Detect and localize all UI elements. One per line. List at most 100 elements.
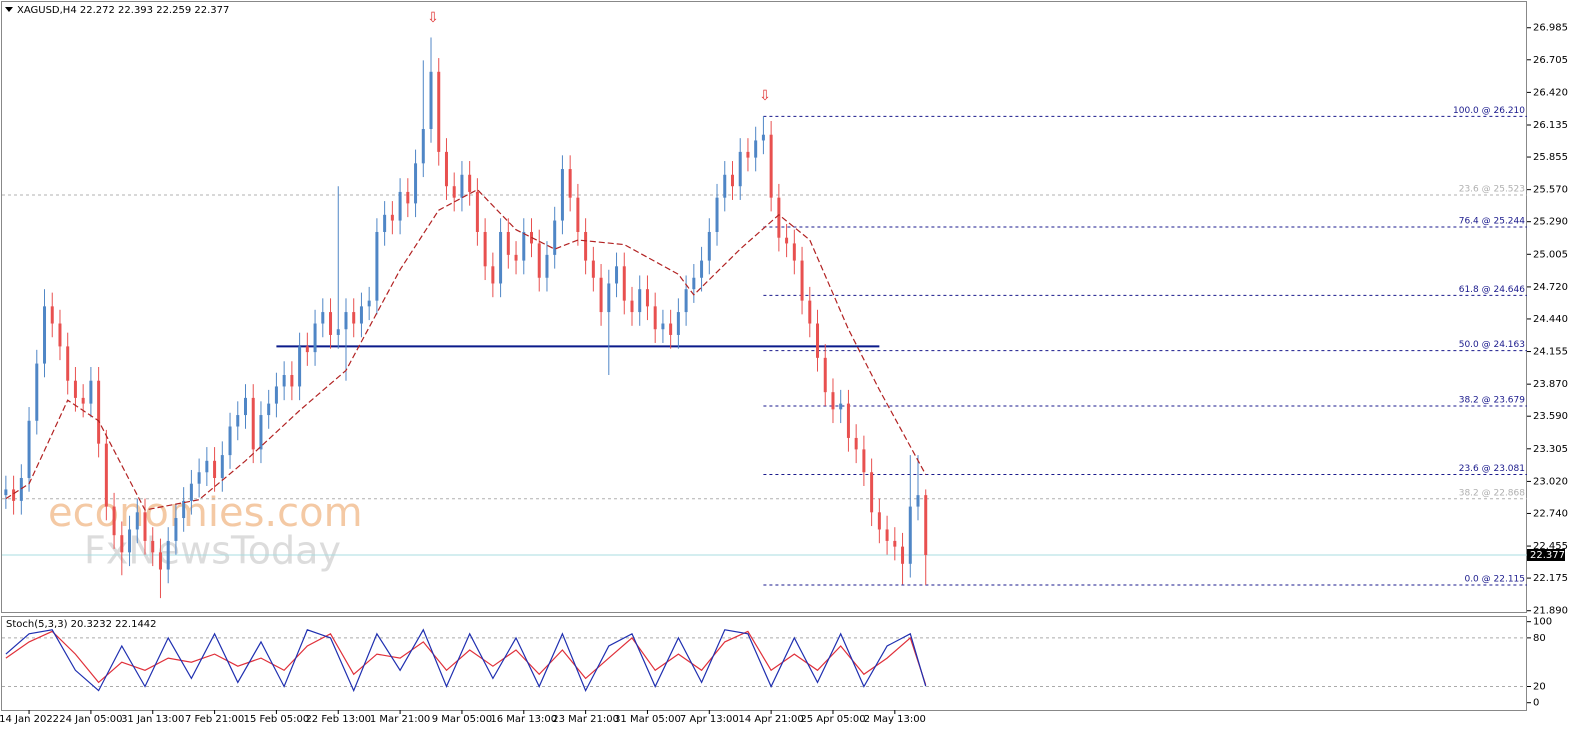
candle-body (514, 254, 518, 261)
candle-body (390, 214, 394, 221)
candle-body (584, 231, 588, 261)
y-tick-label: 25.855 (1533, 152, 1568, 163)
candle-body (81, 397, 85, 404)
candle-body (359, 306, 363, 324)
y-tick-label: 23.590 (1533, 411, 1568, 422)
candle-body (537, 243, 541, 278)
fib-label: 23.6 @ 25.523 (1459, 185, 1525, 195)
candle-body (112, 506, 116, 536)
candle-body (924, 495, 928, 555)
candle-body (839, 403, 843, 410)
x-tick-label: 15 Feb 05:00 (244, 714, 310, 725)
y-tick-label: 24.720 (1533, 282, 1568, 293)
candle-body (877, 512, 881, 530)
candle-body (251, 397, 255, 450)
candle-body (730, 174, 734, 187)
candle-body (568, 169, 572, 198)
candle-body (158, 552, 162, 570)
candle-body (4, 489, 8, 496)
candle-body (135, 512, 139, 530)
candle-body (174, 518, 178, 541)
candle-body (89, 380, 93, 404)
x-tick-label: 7 Feb 21:00 (185, 714, 244, 725)
moving-average (5, 188, 927, 511)
candle-body (475, 191, 479, 232)
x-tick-label: 7 Apr 13:00 (680, 714, 739, 725)
candle-body (220, 455, 224, 478)
candle-body (73, 380, 77, 398)
candle-body (684, 289, 688, 313)
y-tick-label: 25.290 (1533, 217, 1568, 228)
candle-body (336, 329, 340, 335)
candle-body (483, 231, 487, 267)
candle-body (661, 323, 665, 330)
candle-body (700, 260, 704, 278)
x-tick-label: 1 Mar 21:00 (370, 714, 430, 725)
candle-body (50, 306, 54, 324)
y-tick-label: 22.740 (1533, 508, 1568, 519)
candle-body (429, 71, 433, 130)
y-tick-label: 26.985 (1533, 23, 1568, 34)
x-tick-label: 24 Jan 05:00 (59, 714, 122, 725)
candle-body (607, 283, 611, 313)
candle-body (862, 449, 866, 473)
candle-body (576, 197, 580, 232)
fib-label: 61.8 @ 24.646 (1459, 285, 1526, 295)
y-tick-label: 24.155 (1533, 347, 1568, 358)
candle-body (236, 415, 240, 427)
main-frame (1, 1, 1527, 613)
candle-body (383, 214, 387, 232)
candle-body (591, 260, 595, 278)
candle-body (823, 357, 827, 393)
candle-body (197, 472, 201, 484)
stoch-tick-label: 80 (1533, 633, 1546, 644)
candle-body (27, 420, 31, 478)
y-tick-label: 21.890 (1533, 606, 1568, 617)
candle-body (491, 266, 495, 284)
candle-body (213, 460, 217, 478)
candle-body (885, 529, 889, 541)
fib-label: 50.0 @ 24.163 (1459, 340, 1525, 350)
candle-body (622, 266, 626, 301)
candle-body (151, 540, 155, 553)
candle-body (653, 306, 657, 330)
candle-body (298, 346, 302, 387)
fib-label: 38.2 @ 22.868 (1459, 488, 1526, 498)
candle-body (870, 472, 874, 513)
candle-body (290, 375, 294, 387)
y-tick-label: 22.175 (1533, 573, 1568, 584)
peak-arrow: ⇩ (759, 88, 771, 104)
candle-body (615, 266, 619, 284)
candle-body (104, 443, 108, 507)
x-tick-label: 14 Apr 21:00 (739, 714, 804, 725)
candle-body (754, 140, 758, 158)
candle-body (35, 363, 39, 421)
candle-body (58, 323, 62, 347)
y-tick-label: 23.870 (1533, 379, 1568, 390)
candle-body (499, 231, 503, 284)
candle-body (901, 546, 905, 564)
candle-body (545, 254, 549, 278)
x-tick-label: 31 Jan 13:00 (121, 714, 184, 725)
candle-body (761, 134, 765, 141)
candle-body (893, 540, 897, 547)
candle-body (182, 500, 186, 519)
y-tick-label: 26.135 (1533, 120, 1568, 131)
fib-label: 76.4 @ 25.244 (1459, 216, 1526, 226)
candle-body (437, 71, 441, 152)
candle-body (414, 163, 418, 204)
stoch-main (5, 628, 927, 693)
menu-icon[interactable] (5, 7, 13, 12)
x-tick-label: 23 Mar 21:00 (552, 714, 619, 725)
candle-body (274, 386, 278, 404)
candle-body (143, 512, 147, 541)
candle-body (831, 392, 835, 410)
candle-body (460, 174, 464, 198)
candle-body (66, 346, 70, 381)
y-tick-label: 23.305 (1533, 444, 1568, 455)
candle-body (267, 403, 271, 416)
y-tick-label: 26.420 (1533, 87, 1568, 98)
y-tick-label: 25.570 (1533, 185, 1568, 196)
candle-body (406, 191, 410, 204)
